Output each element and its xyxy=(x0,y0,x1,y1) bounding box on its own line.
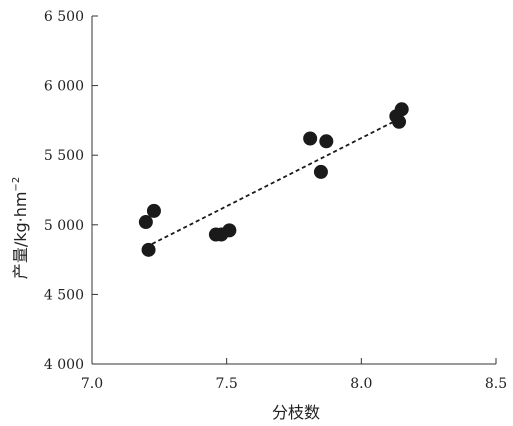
trendline xyxy=(145,116,403,248)
x-tick-label: 8.5 xyxy=(485,376,507,392)
y-tick-label: 6 000 xyxy=(44,79,84,95)
data-point xyxy=(138,215,153,230)
data-point xyxy=(141,242,156,257)
x-tick-label: 8.0 xyxy=(350,376,372,392)
y-tick-label: 4 000 xyxy=(44,357,84,373)
y-tick-label: 5 000 xyxy=(44,218,84,234)
trendline-group xyxy=(145,116,403,248)
axes: 4 000 4 500 5 000 5 500 6 000 6 500 7.0 7.5 8.0 8… xyxy=(44,9,507,392)
y-tick-label: 5 500 xyxy=(44,148,84,164)
data-point xyxy=(222,223,237,238)
data-point xyxy=(394,102,409,117)
x-tick-label: 7.0 xyxy=(81,376,103,392)
y-axis-title: 产量/kg·hm−2 xyxy=(11,177,30,279)
y-tick-label: 6 500 xyxy=(44,9,84,25)
y-axis-title-main: 产量/kg·hm xyxy=(11,192,30,280)
data-points xyxy=(138,102,409,257)
y-tick-label: 4 500 xyxy=(44,287,84,303)
axis-labels: 分枝数 产量/kg·hm−2 xyxy=(11,177,320,422)
y-axis-title-superscript: −2 xyxy=(11,177,22,192)
data-point xyxy=(313,164,328,179)
x-tick-label: 7.5 xyxy=(216,376,238,392)
data-point xyxy=(303,131,318,146)
x-axis-title: 分枝数 xyxy=(272,403,320,422)
data-point xyxy=(319,134,334,149)
data-point xyxy=(392,114,407,129)
data-point xyxy=(146,203,161,218)
